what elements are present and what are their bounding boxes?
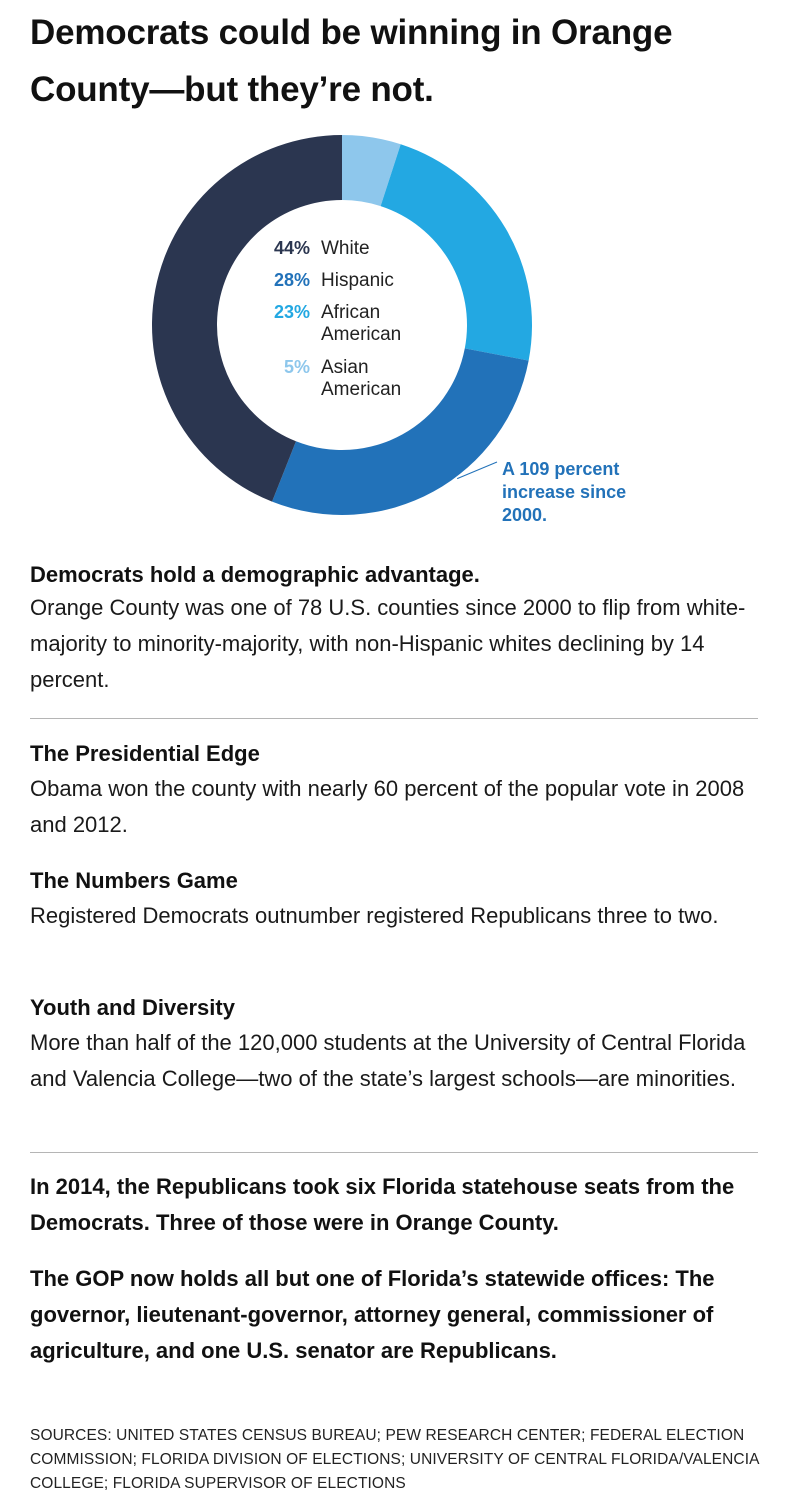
value-label-asian-american: 5% bbox=[284, 357, 310, 377]
slice-hispanic bbox=[272, 348, 529, 515]
category-label-african-american: African bbox=[321, 302, 380, 323]
donut-slices bbox=[151, 135, 532, 515]
section-body-presidential-edge: Obama won the county with nearly 60 perc… bbox=[30, 776, 745, 837]
section-heading-presidential-edge: The Presidential Edge bbox=[30, 741, 260, 766]
divider bbox=[30, 1152, 758, 1153]
section-body-numbers-game: Registered Democrats outnumber registere… bbox=[30, 903, 719, 928]
conclusion-statehouse-seats: In 2014, the Republicans took six Florid… bbox=[30, 1174, 735, 1235]
annotation-text: increase since bbox=[502, 482, 626, 502]
category-label-asian-american: American bbox=[321, 379, 401, 400]
annotation-leader-line bbox=[456, 461, 498, 480]
section-body-demographic-advantage: Orange County was one of 78 U.S. countie… bbox=[30, 595, 746, 692]
annotation-text: 2000. bbox=[502, 505, 547, 525]
value-label-african-american: 23% bbox=[274, 302, 310, 322]
section-body-youth-diversity: More than half of the 120,000 students a… bbox=[30, 1030, 746, 1091]
hispanic-increase-annotation: A 109 percent increase since 2000. bbox=[456, 459, 626, 525]
section-heading-demographic-advantage: Democrats hold a demographic advantage. bbox=[30, 562, 480, 587]
category-label-hispanic: Hispanic bbox=[321, 270, 394, 291]
value-label-hispanic: 28% bbox=[274, 270, 310, 290]
category-label-asian-american: Asian bbox=[321, 357, 369, 378]
slice-white bbox=[151, 135, 342, 502]
category-label-african-american: American bbox=[321, 324, 401, 345]
slice-asian-american bbox=[342, 135, 401, 207]
headline: Democrats could be winning in Orange Cou… bbox=[30, 13, 673, 109]
section-heading-numbers-game: The Numbers Game bbox=[30, 868, 238, 893]
sources-note: SOURCES: UNITED STATES CENSUS BUREAU; PE… bbox=[30, 1427, 759, 1492]
annotation-text: A 109 percent bbox=[502, 459, 619, 479]
conclusion-statewide-offices: The GOP now holds all but one of Florida… bbox=[30, 1266, 715, 1363]
category-label-white: White bbox=[321, 238, 370, 259]
value-label-white: 44% bbox=[274, 238, 310, 258]
slice-african-american bbox=[380, 144, 532, 361]
section-heading-youth-diversity: Youth and Diversity bbox=[30, 995, 235, 1020]
divider bbox=[30, 718, 758, 719]
